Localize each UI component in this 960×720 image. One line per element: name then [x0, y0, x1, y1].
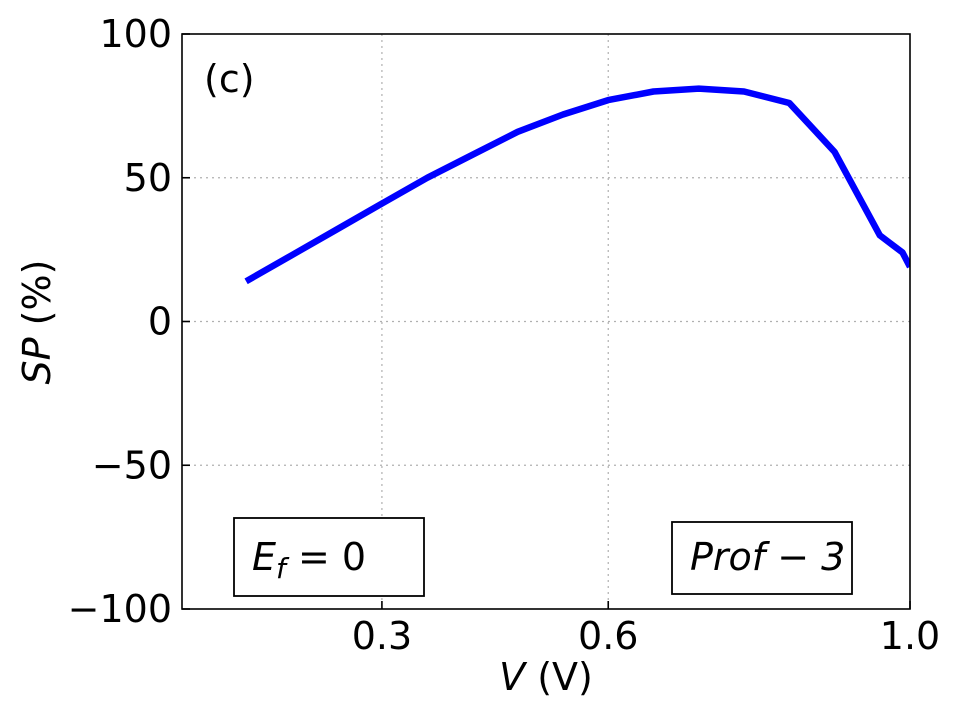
prof-box-text: Prof − 3 [690, 535, 845, 579]
x-axis-unit: (V) [525, 655, 593, 699]
y-axis-var: SP [15, 337, 59, 384]
x-axis-var: V [499, 655, 528, 699]
ef-box-text: Ef = 0 [252, 535, 366, 585]
x-tick-label: 1.0 [880, 614, 940, 658]
y-tick-label: −50 [92, 443, 172, 487]
prof-box [671, 521, 853, 595]
ef-var: E [252, 535, 276, 579]
y-tick-label: 50 [124, 156, 172, 200]
ef-box [233, 517, 425, 597]
sp-line [244, 85, 910, 285]
y-tick-label: 100 [99, 12, 172, 56]
y-tick-label: −100 [68, 587, 172, 631]
x-axis-label: V (V) [499, 655, 593, 699]
y-tick-label: 0 [148, 300, 172, 344]
tick-marks [182, 33, 911, 610]
panel-label: (c) [204, 57, 255, 101]
x-tick-label: 0.3 [352, 614, 412, 658]
data-series [244, 85, 910, 285]
tick-labels: 100 50 0 −50 −100 0.3 0.6 1.0 [68, 12, 941, 658]
y-axis-unit: (%) [15, 260, 59, 338]
y-axis-label: SP (%) [15, 260, 59, 385]
x-tick-label: 0.6 [578, 614, 638, 658]
ef-rest: = 0 [286, 535, 366, 579]
grid-lines [182, 34, 910, 609]
